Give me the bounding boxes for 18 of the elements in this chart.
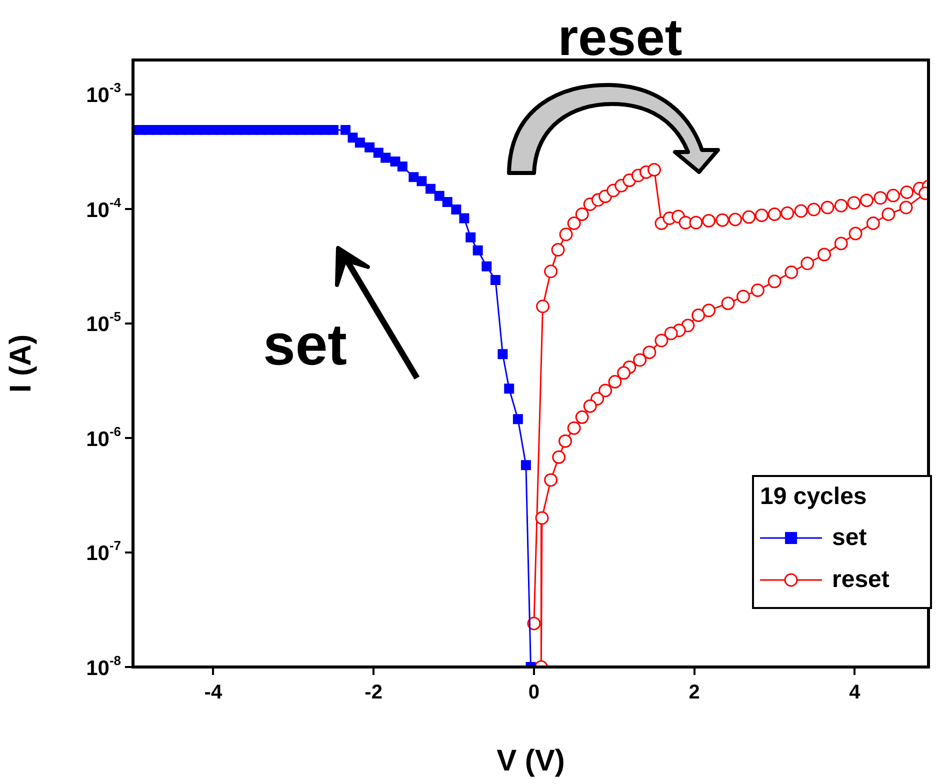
y-tick-label: 10$^{-6}$ — [86, 424, 121, 452]
y-tick-label: 10$^{-3}$ — [86, 80, 121, 108]
x-tick-label: 2 — [688, 682, 700, 704]
y-tick-label: 10$^{-7}$ — [86, 538, 121, 566]
x-tick-label: 4 — [849, 682, 862, 704]
x-tick-label: -2 — [364, 682, 382, 704]
y-tick-label: 10$^{-5}$ — [86, 309, 121, 338]
annotation: reset — [558, 8, 682, 68]
x-axis-title: V (V) — [496, 744, 565, 778]
y-tick-label: 10$^{-8}$ — [86, 653, 121, 681]
legend-title: 19 cycles — [760, 483, 868, 511]
legend-label: set — [832, 524, 867, 552]
legend-label: reset — [832, 566, 890, 594]
y-axis-title: I (A) — [4, 334, 38, 393]
annotation: set — [263, 312, 347, 378]
x-tick-label: 0 — [528, 682, 540, 704]
y-tick-label: 10$^{-4}$ — [86, 194, 121, 223]
x-tick-label: -4 — [204, 682, 223, 704]
